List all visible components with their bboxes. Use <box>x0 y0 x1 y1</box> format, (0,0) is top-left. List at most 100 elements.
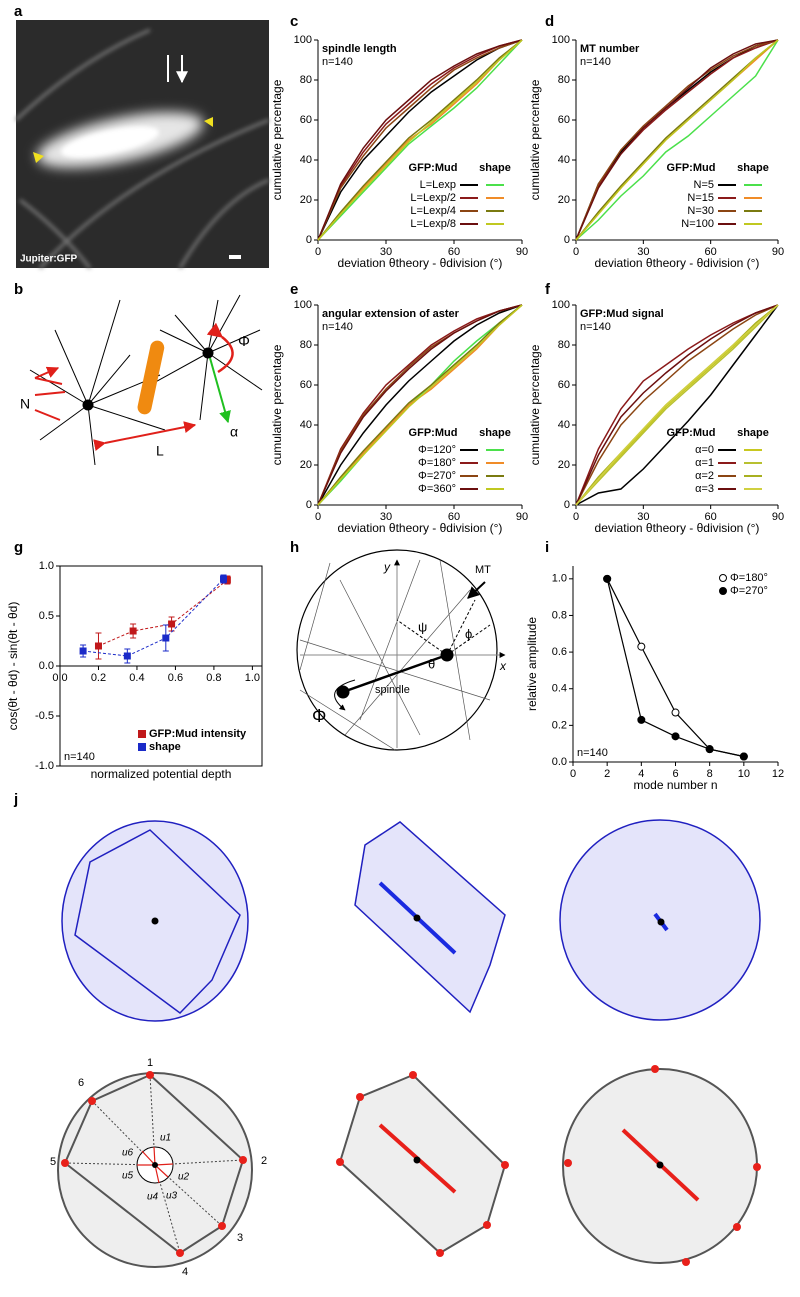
vertex-number: 4 <box>182 1266 188 1278</box>
diagram-label: Φ <box>312 706 326 726</box>
point <box>94 642 102 650</box>
panel-label: c <box>290 13 298 30</box>
y-axis-label: cos(θt - θd) - sin(θt - θd) <box>6 602 20 731</box>
connector <box>83 578 224 657</box>
point <box>637 715 646 724</box>
series-line <box>575 39 779 241</box>
point <box>79 647 87 655</box>
y-tick-label: 1.0 <box>552 573 567 585</box>
diagram-j <box>57 819 761 1268</box>
x-axis-label: deviation θtheory - θdivision (°) <box>338 521 503 535</box>
series-line <box>317 304 523 506</box>
y-tick-label: 100 <box>552 299 570 311</box>
point <box>671 708 680 717</box>
panel-label: j <box>13 791 18 808</box>
x-axis-label: deviation θtheory - θdivision (°) <box>338 256 503 270</box>
series-line <box>575 39 779 241</box>
y-axis-label: cumulative percentage <box>528 79 542 200</box>
y-tick-label: 0.4 <box>552 683 567 695</box>
legend-swatch <box>138 730 146 738</box>
y-tick-label: 20 <box>300 459 312 471</box>
legend-header: shape <box>737 427 769 439</box>
legend-header: shape <box>479 427 511 439</box>
x-axis-label: mode number n <box>633 778 717 792</box>
diagram-label: θ <box>428 656 435 671</box>
y-tick-label: 40 <box>558 419 570 431</box>
x-tick-label: 90 <box>772 246 784 258</box>
vertex-number: 6 <box>78 1077 84 1089</box>
annotation: n=140 <box>322 56 353 68</box>
legend-label: Φ=120° <box>418 444 456 456</box>
legend-swatch <box>138 743 146 751</box>
diagram-label: spindle <box>375 684 410 696</box>
y-tick-label: 100 <box>294 299 312 311</box>
x-tick-label: 10 <box>738 768 750 780</box>
series-line <box>317 39 523 241</box>
series-line <box>317 39 523 241</box>
point <box>123 652 131 660</box>
annotation: n=140 <box>322 321 353 333</box>
series-line <box>606 578 744 758</box>
series-line <box>317 304 523 506</box>
series-line <box>575 304 779 506</box>
y-tick-label: 1.0 <box>39 560 54 572</box>
x-tick-label: 4 <box>638 768 644 780</box>
x-tick-label: 30 <box>637 511 649 523</box>
diagram-label: L <box>156 443 164 459</box>
series-line <box>575 304 779 506</box>
y-tick-label: 20 <box>558 459 570 471</box>
legend-label: Φ=180° <box>418 457 456 469</box>
y-tick-label: 20 <box>558 194 570 206</box>
y-tick-label: 0.6 <box>552 646 567 658</box>
x-tick-label: 90 <box>516 246 528 258</box>
point <box>637 642 646 651</box>
legend-label: N=15 <box>687 192 714 204</box>
series-line <box>317 39 523 241</box>
series-line <box>606 578 744 758</box>
vertex-number: 2 <box>261 1155 267 1167</box>
point <box>168 620 176 628</box>
legend-label: shape <box>149 741 181 753</box>
y-tick-label: 0.5 <box>39 610 54 622</box>
series-line <box>317 39 523 241</box>
legend-label: L=Lexp/4 <box>410 205 456 217</box>
x-tick-label: 0.6 <box>168 672 183 684</box>
x-tick-label: 1.0 <box>245 672 260 684</box>
image-label: Jupiter:GFP <box>20 254 78 265</box>
connector <box>98 579 228 647</box>
x-tick-label: 12 <box>772 768 784 780</box>
panel-label: b <box>14 281 23 298</box>
x-tick-label: 0 <box>315 246 321 258</box>
legend-header: GFP:Mud <box>667 427 716 439</box>
x-tick-label: 0 <box>573 246 579 258</box>
x-tick-label: 60 <box>448 246 460 258</box>
legend-label: L=Lexp/2 <box>410 192 456 204</box>
vector-label: u6 <box>122 1148 134 1159</box>
point <box>705 745 714 754</box>
y-tick-label: 0.0 <box>552 756 567 768</box>
x-tick-label: 0.2 <box>91 672 106 684</box>
y-tick-label: 0.2 <box>552 719 567 731</box>
annotation: n=140 <box>64 751 95 763</box>
series-line <box>575 304 779 506</box>
legend-label: N=100 <box>681 218 714 230</box>
legend-header: GFP:Mud <box>409 427 458 439</box>
legend-label: Φ=270° <box>730 585 768 597</box>
annotation: n=140 <box>580 56 611 68</box>
legend-label: α=2 <box>695 470 714 482</box>
diagram-label: α <box>230 424 238 440</box>
panel-label: d <box>545 13 554 30</box>
y-tick-label: 80 <box>558 74 570 86</box>
vector-label: u4 <box>147 1192 159 1203</box>
vector-label: u3 <box>166 1191 178 1202</box>
x-tick-label: 60 <box>448 511 460 523</box>
legend-label: Φ=270° <box>418 470 456 482</box>
y-tick-label: 0 <box>306 234 312 246</box>
vector-label: u5 <box>122 1171 134 1182</box>
point <box>223 576 231 584</box>
micrograph: Jupiter:GFP <box>14 20 270 270</box>
y-tick-label: 60 <box>300 379 312 391</box>
legend-label: N=5 <box>694 179 715 191</box>
point <box>671 732 680 741</box>
legend-label: Φ=180° <box>730 572 768 584</box>
